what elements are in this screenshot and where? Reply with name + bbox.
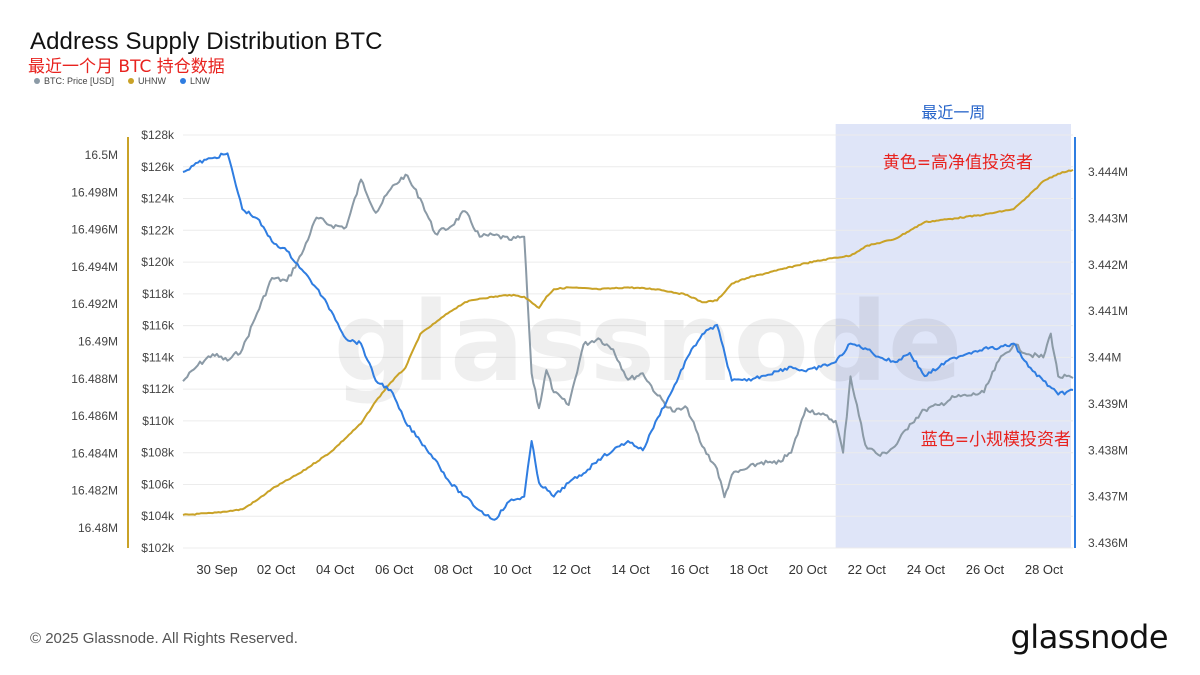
x-tick-label: 04 Oct — [316, 562, 355, 577]
legend-label-price: BTC: Price [USD] — [44, 76, 115, 86]
x-tick-label: 28 Oct — [1025, 562, 1064, 577]
price-tick-label: $104k — [141, 509, 175, 523]
uhnw-tick-label: 16.49M — [78, 335, 118, 349]
lnw-tick-label: 3.437M — [1088, 490, 1128, 504]
chart-canvas: 最近一周 $128k $126k $124k $122k $120k $118k $116k $… — [71, 103, 1128, 577]
x-tick-label: 10 Oct — [493, 562, 532, 577]
x-tick-label: 12 Oct — [552, 562, 591, 577]
price-tick-label: $128k — [141, 128, 175, 142]
annotation-blue: 蓝色=小规模投资者 — [921, 430, 1071, 450]
x-tick-label: 14 Oct — [611, 562, 650, 577]
highlight-band — [835, 124, 1071, 548]
legend-label-uhnw: UHNW — [138, 76, 167, 86]
price-tick-label: $108k — [141, 446, 175, 460]
price-tick-label: $120k — [141, 255, 175, 269]
uhnw-tick-label: 16.5M — [85, 148, 118, 162]
x-tick-label: 16 Oct — [670, 562, 709, 577]
x-tick-label: 06 Oct — [375, 562, 414, 577]
price-tick-label: $116k — [142, 319, 175, 333]
lnw-tick-label: 3.44M — [1088, 351, 1121, 365]
lnw-tick-label: 3.439M — [1088, 397, 1128, 411]
lnw-tick-label: 3.441M — [1088, 304, 1128, 318]
uhnw-tick-label: 16.484M — [71, 446, 118, 460]
uhnw-tick-label: 16.48M — [78, 521, 118, 535]
highlight-label: 最近一周 — [921, 103, 985, 122]
chart-subtitle: 最近一个月 BTC 持仓数据 — [28, 57, 225, 77]
x-tick-label: 30 Sep — [196, 562, 237, 577]
lnw-tick-label: 3.436M — [1088, 536, 1128, 550]
annotation-yellow: 黄色=高净值投资者 — [883, 153, 1033, 173]
legend-item-lnw[interactable]: LNW — [180, 76, 210, 86]
series-line-price — [182, 173, 1074, 499]
uhnw-tick-label: 16.488M — [71, 372, 118, 386]
lnw-tick-label: 3.442M — [1088, 258, 1128, 272]
uhnw-tick-label: 16.486M — [71, 409, 118, 423]
series-line-uhnw — [182, 168, 1074, 516]
lnw-tick-label: 3.438M — [1088, 443, 1128, 457]
chart-title: Address Supply Distribution BTC — [30, 28, 383, 55]
price-tick-label: $102k — [141, 541, 175, 555]
watermark: glassnode — [334, 278, 963, 406]
x-tick-label: 20 Oct — [789, 562, 828, 577]
price-tick-label: $118k — [142, 287, 175, 301]
price-tick-label: $126k — [141, 160, 175, 174]
legend-label-lnw: LNW — [190, 76, 211, 86]
price-tick-label: $122k — [141, 223, 175, 237]
price-tick-label: $106k — [141, 477, 175, 491]
lnw-tick-label: 3.444M — [1088, 165, 1128, 179]
price-tick-label: $112k — [142, 382, 175, 396]
legend-item-price[interactable]: BTC: Price [USD] — [34, 76, 114, 86]
uhnw-tick-label: 16.498M — [71, 185, 118, 199]
legend-marker-lnw — [180, 78, 187, 84]
price-tick-label: $110k — [142, 414, 175, 428]
uhnw-tick-label: 16.494M — [71, 260, 118, 274]
x-tick-label: 24 Oct — [907, 562, 946, 577]
x-tick-label: 08 Oct — [434, 562, 473, 577]
legend: BTC: Price [USD] UHNW LNW — [34, 76, 210, 86]
uhnw-tick-label: 16.492M — [71, 297, 118, 311]
legend-marker-price — [34, 78, 40, 84]
uhnw-tick-label: 16.496M — [71, 223, 118, 237]
glassnode-logo: glassnode — [1010, 618, 1168, 656]
price-tick-label: $124k — [141, 192, 175, 206]
uhnw-tick-label: 16.482M — [71, 484, 118, 498]
series-line-lnw — [182, 152, 1074, 521]
legend-marker-uhnw — [128, 78, 135, 84]
x-tick-label: 18 Oct — [729, 562, 768, 577]
x-tick-label: 26 Oct — [966, 562, 1005, 577]
x-tick-label: 02 Oct — [257, 562, 296, 577]
x-tick-label: 22 Oct — [848, 562, 887, 577]
copyright-text: © 2025 Glassnode. All Rights Reserved. — [30, 630, 298, 647]
lnw-tick-label: 3.443M — [1088, 211, 1128, 225]
price-tick-label: $114k — [142, 350, 175, 364]
legend-item-uhnw[interactable]: UHNW — [128, 76, 166, 86]
